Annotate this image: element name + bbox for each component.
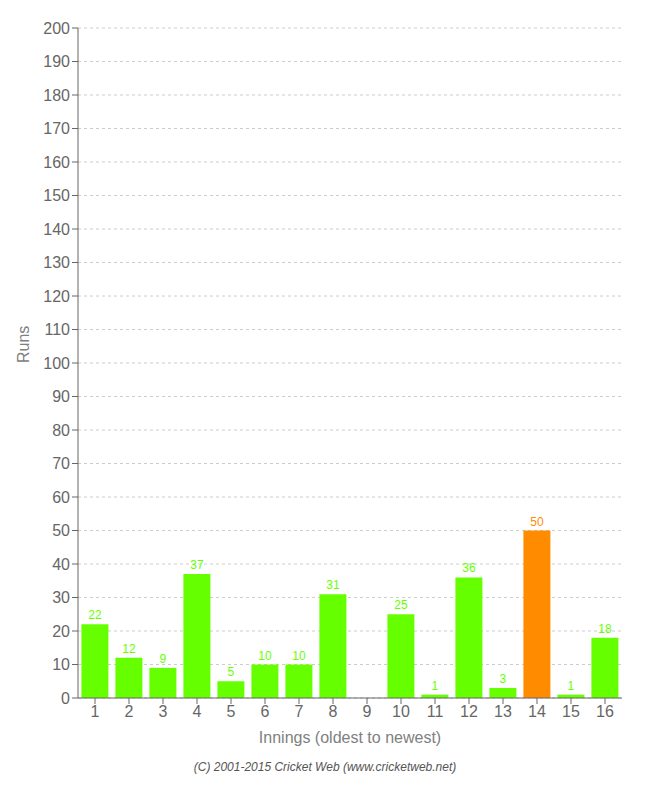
- svg-text:1: 1: [91, 703, 100, 720]
- svg-text:Innings (oldest to newest): Innings (oldest to newest): [259, 729, 441, 746]
- svg-text:1: 1: [432, 679, 439, 693]
- svg-text:50: 50: [530, 515, 544, 529]
- svg-text:4: 4: [193, 703, 202, 720]
- svg-text:170: 170: [43, 120, 70, 137]
- svg-text:180: 180: [43, 87, 70, 104]
- svg-text:16: 16: [596, 703, 614, 720]
- svg-text:9: 9: [160, 652, 167, 666]
- svg-text:110: 110: [44, 321, 70, 338]
- svg-text:36: 36: [462, 561, 476, 575]
- svg-text:200: 200: [43, 20, 70, 37]
- svg-text:15: 15: [562, 703, 580, 720]
- svg-text:50: 50: [52, 522, 70, 539]
- svg-text:7: 7: [295, 703, 304, 720]
- svg-text:60: 60: [52, 489, 70, 506]
- svg-text:40: 40: [52, 556, 70, 573]
- svg-text:12: 12: [460, 703, 478, 720]
- svg-text:30: 30: [52, 589, 70, 606]
- svg-text:1: 1: [568, 679, 575, 693]
- svg-text:120: 120: [43, 288, 70, 305]
- svg-text:70: 70: [52, 455, 70, 472]
- svg-text:13: 13: [494, 703, 512, 720]
- svg-text:14: 14: [528, 703, 546, 720]
- svg-text:10: 10: [292, 649, 306, 663]
- svg-text:5: 5: [227, 703, 236, 720]
- svg-text:31: 31: [326, 578, 340, 592]
- svg-text:11: 11: [427, 703, 444, 720]
- svg-text:130: 130: [43, 254, 70, 271]
- svg-text:100: 100: [43, 355, 70, 372]
- svg-text:12: 12: [122, 642, 136, 656]
- svg-text:140: 140: [43, 221, 70, 238]
- svg-text:2: 2: [125, 703, 134, 720]
- svg-text:5: 5: [228, 665, 235, 679]
- svg-text:80: 80: [52, 422, 70, 439]
- html-text:(C) 2001-2015 Cricket Web (www: (C) 2001-2015 Cricket Web (www.cricketwe…: [193, 760, 457, 774]
- svg-text:22: 22: [88, 608, 102, 622]
- svg-text:25: 25: [394, 598, 408, 612]
- svg-text:10: 10: [392, 703, 410, 720]
- svg-text:3: 3: [500, 672, 507, 686]
- svg-text:Runs: Runs: [15, 326, 32, 363]
- svg-text:160: 160: [43, 154, 70, 171]
- svg-text:150: 150: [43, 187, 70, 204]
- svg-text:0: 0: [61, 690, 70, 707]
- svg-text:37: 37: [190, 558, 204, 572]
- svg-text:18: 18: [598, 622, 612, 636]
- svg-text:10: 10: [258, 649, 272, 663]
- svg-text:6: 6: [261, 703, 270, 720]
- svg-text:9: 9: [363, 703, 372, 720]
- svg-text:10: 10: [52, 656, 70, 673]
- svg-text:20: 20: [52, 623, 70, 640]
- svg-text:190: 190: [43, 53, 70, 70]
- svg-text:8: 8: [329, 703, 338, 720]
- svg-text:3: 3: [159, 703, 168, 720]
- svg-text:90: 90: [52, 388, 70, 405]
